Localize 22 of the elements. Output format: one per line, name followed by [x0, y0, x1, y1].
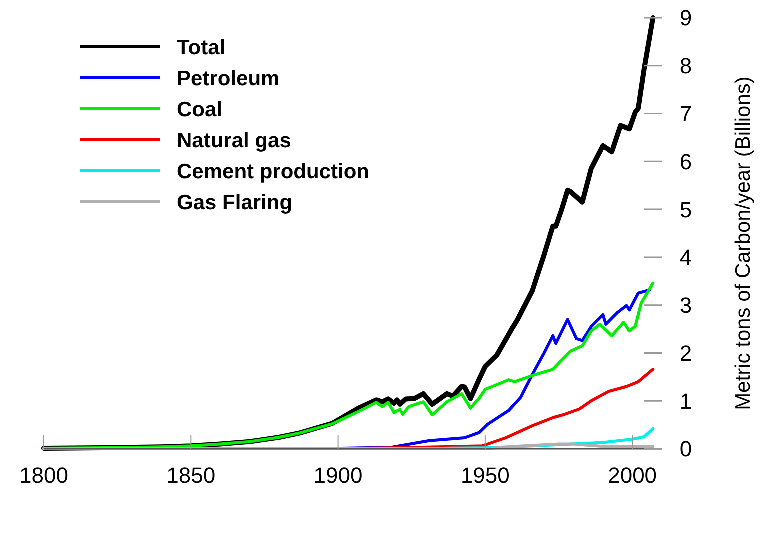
x-tick-label: 1900 [314, 463, 363, 488]
legend-label: Natural gas [177, 129, 292, 152]
legend-label: Gas Flaring [177, 191, 293, 214]
x-tick-label: 1850 [166, 463, 216, 488]
legend-label: Cement production [177, 160, 370, 184]
y-tick-label: 7 [680, 101, 692, 126]
y-axis-title: Metric tons of Carbon/year (Billions) [732, 76, 755, 410]
y-tick-label: 5 [680, 197, 692, 222]
legend-label: Coal [177, 98, 223, 122]
y-tick-label: 8 [680, 54, 692, 79]
y-tick-label: 3 [680, 293, 692, 318]
y-tick-label: 6 [680, 149, 692, 174]
y-tick-label: 9 [680, 6, 692, 31]
y-tick-label: 2 [680, 340, 692, 366]
x-tick-label: 1950 [460, 463, 510, 488]
y-tick-label: 1 [680, 388, 692, 414]
y-tick-label: 0 [680, 436, 692, 462]
x-tick-label: 1800 [20, 463, 68, 488]
legend-label: Petroleum [177, 67, 280, 90]
y-tick-label: 4 [680, 245, 692, 270]
legend-label: Total [177, 36, 226, 60]
x-tick-label: 2000 [608, 463, 658, 488]
